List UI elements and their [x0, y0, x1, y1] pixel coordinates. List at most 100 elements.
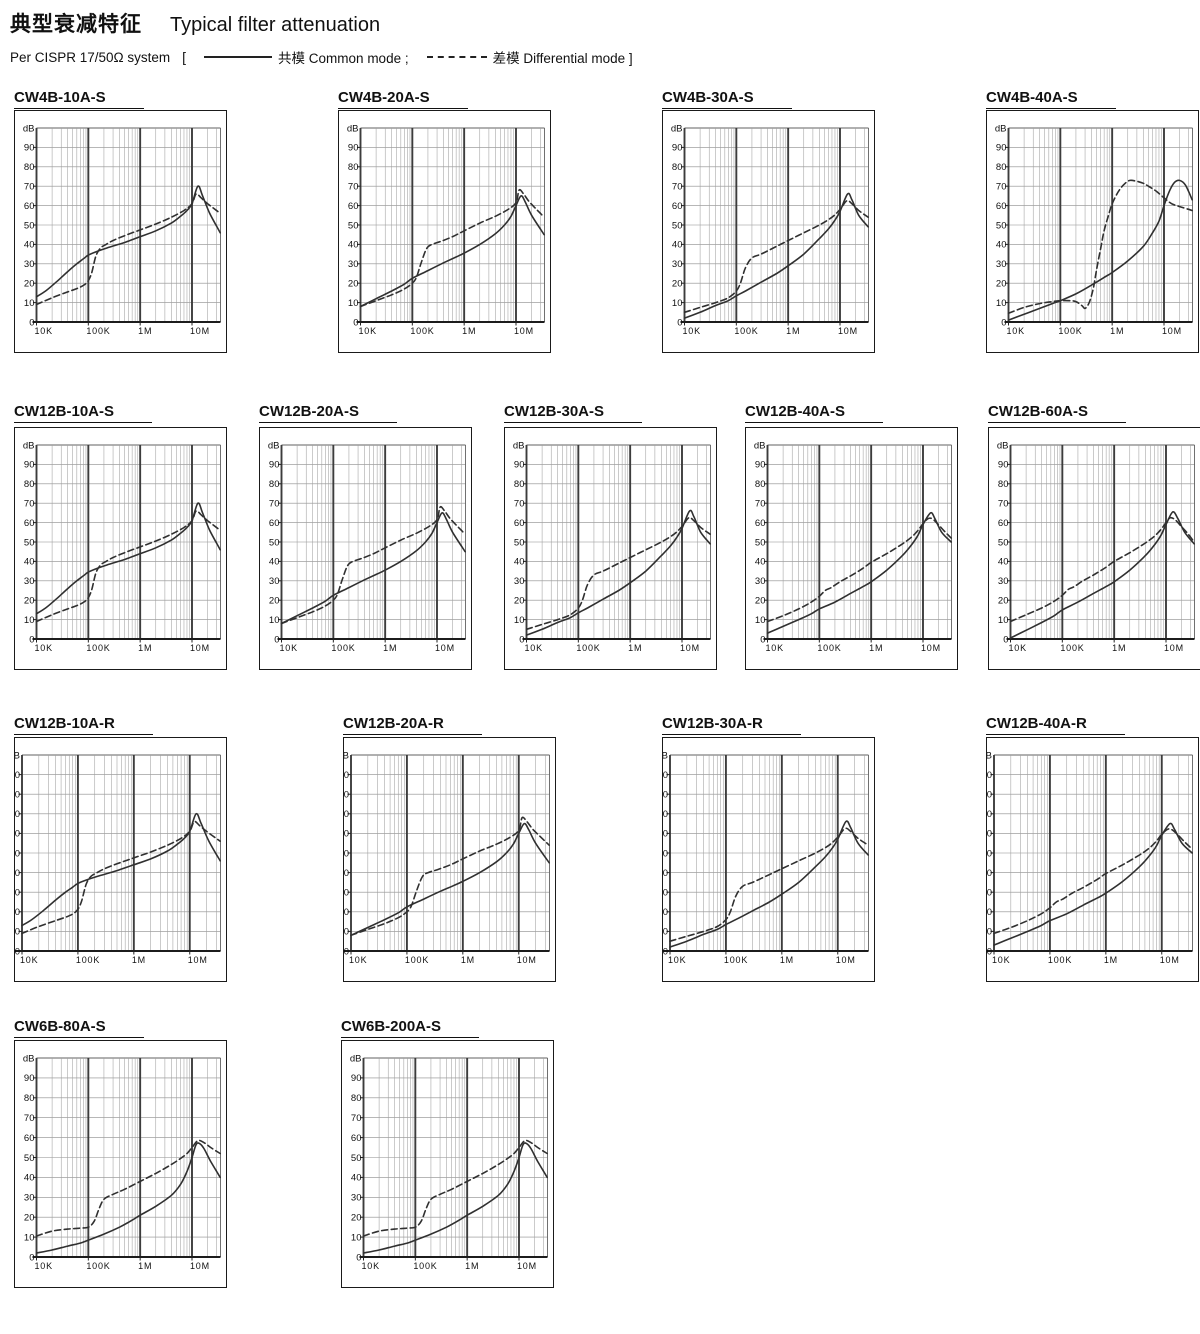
x-axis-tick-label: 100K [410, 326, 434, 336]
y-axis-tick-label: 40 [344, 868, 349, 879]
x-axis-tick-label: 100K [1048, 955, 1072, 965]
y-axis-tick-label: 90 [344, 770, 349, 781]
differential-mode-curve [35, 1139, 221, 1237]
x-axis-tick-label: 100K [413, 1261, 437, 1271]
y-axis-tick-label: 50 [269, 537, 280, 548]
legend-bracket-open: [ [182, 49, 187, 65]
y-axis-tick-label: 50 [15, 848, 20, 859]
attenuation-plot: 90 80 70 60 50 40 30 20 10 0 dB 10K 100K 1M 10M [23, 441, 221, 653]
differential-mode-curve [280, 505, 466, 625]
y-axis-tick-label: 40 [15, 868, 20, 879]
chart-box: 90 80 70 60 50 40 30 20 10 0 dB 10K 100K 1M 10M [988, 427, 1200, 670]
x-axis-tick-label: 100K [86, 326, 110, 336]
y-axis-tick-label: 60 [996, 201, 1007, 212]
y-axis-tick-label: 50 [987, 848, 992, 859]
y-axis-tick-label: 50 [24, 537, 35, 548]
y-axis-tick-label: 50 [996, 220, 1007, 231]
x-axis-tick-label: 10M [514, 326, 534, 336]
chart-box: 90 80 70 60 50 40 30 20 10 0 dB 10K 100K 1M 10M [662, 110, 875, 353]
x-axis-tick-label: 10K [349, 955, 367, 965]
y-axis-tick-label: 70 [24, 499, 35, 510]
attenuation-plot: 90 80 70 60 50 40 30 20 10 0 dB 10K 100K 1M 10M [997, 441, 1195, 653]
y-axis-tick-label: 0 [15, 946, 20, 957]
attenuation-plot: 90 80 70 60 50 40 30 20 10 0 dB 10K 100K 1M 10M [268, 441, 466, 653]
chart-title: CW12B-30A-S [504, 402, 643, 423]
y-axis-tick-label: 40 [348, 240, 359, 251]
y-axis-unit-label: dB [344, 751, 349, 762]
y-axis-tick-label: 80 [987, 790, 992, 801]
x-axis-tick-label: 1M [869, 643, 883, 653]
differential-mode-curve [35, 193, 221, 306]
y-axis-unit-label: dB [513, 441, 525, 452]
dashed-line-sample [426, 56, 487, 58]
y-axis-tick-label: 80 [514, 479, 525, 490]
y-axis-tick-label: 70 [348, 182, 359, 193]
y-axis-tick-label: 30 [344, 888, 349, 899]
chart-box: 90 80 70 60 50 40 30 20 10 0 dB 10K 100K 1M 10M [986, 110, 1199, 353]
x-axis-tick-label: 10M [680, 643, 700, 653]
y-axis-tick-label: 20 [998, 596, 1009, 607]
attenuation-plot: 90 80 70 60 50 40 30 20 10 0 dB 10K 100K 1M 10M [344, 751, 550, 965]
y-axis-tick-label: 70 [672, 182, 683, 193]
y-axis-tick-label: 10 [755, 615, 766, 626]
y-axis-unit-label: dB [995, 124, 1007, 135]
y-axis-tick-label: 60 [269, 518, 280, 529]
y-axis-unit-label: dB [23, 1054, 35, 1065]
y-axis-tick-label: 80 [672, 162, 683, 173]
y-axis-tick-label: 80 [755, 479, 766, 490]
y-axis-tick-label: 20 [24, 279, 35, 290]
y-axis-unit-label: dB [671, 124, 683, 135]
y-axis-tick-label: 60 [24, 518, 35, 529]
chart-title: CW4B-20A-S [338, 88, 468, 109]
attenuation-plot: 90 80 70 60 50 40 30 20 10 0 dB 10K 100K 1M 10M [15, 751, 221, 965]
y-axis-unit-label: dB [15, 751, 20, 762]
x-axis-tick-label: 100K [734, 326, 758, 336]
chart-title: CW12B-40A-R [986, 714, 1125, 735]
chart-box: 90 80 70 60 50 40 30 20 10 0 dB 10K 100K 1M 10M [259, 427, 472, 670]
x-axis-tick-label: 1M [1104, 955, 1118, 965]
x-axis-tick-label: 100K [1058, 326, 1082, 336]
y-axis-tick-label: 30 [987, 888, 992, 899]
y-axis-tick-label: 70 [755, 499, 766, 510]
chart-title: CW4B-10A-S [14, 88, 144, 109]
attenuation-plot: 90 80 70 60 50 40 30 20 10 0 dB 10K 100K 1M 10M [347, 124, 545, 336]
x-axis-tick-label: 10M [1164, 643, 1184, 653]
y-axis-tick-label: 50 [672, 220, 683, 231]
y-axis-tick-label: 0 [353, 317, 358, 328]
x-axis-tick-label: 100K [576, 643, 600, 653]
y-axis-tick-label: 30 [24, 1193, 35, 1204]
x-axis-tick-label: 1M [138, 326, 152, 336]
y-axis-tick-label: 90 [351, 1073, 362, 1084]
y-axis-tick-label: 90 [514, 460, 525, 471]
common-mode-curve [1009, 511, 1195, 639]
y-axis-tick-label: 60 [344, 829, 349, 840]
y-axis-tick-label: 20 [996, 279, 1007, 290]
common-mode-curve [766, 511, 952, 634]
y-axis-unit-label: dB [663, 751, 668, 762]
x-axis-tick-label: 10K [1009, 643, 1027, 653]
y-axis-tick-label: 60 [998, 518, 1009, 529]
y-axis-tick-label: 80 [663, 790, 668, 801]
y-axis-tick-label: 20 [351, 1213, 362, 1224]
common-mode-curve [683, 192, 869, 319]
y-axis-tick-label: 20 [755, 596, 766, 607]
x-axis-tick-label: 10K [35, 643, 53, 653]
y-axis-tick-label: 0 [344, 946, 349, 957]
chart-title: CW6B-200A-S [341, 1017, 480, 1038]
y-axis-tick-label: 70 [998, 499, 1009, 510]
x-axis-tick-label: 10K [35, 326, 53, 336]
y-axis-tick-label: 90 [663, 770, 668, 781]
common-mode-curve [35, 1142, 221, 1254]
y-axis-tick-label: 40 [351, 1173, 362, 1184]
y-axis-tick-label: 0 [663, 946, 668, 957]
x-axis-tick-label: 10K [683, 326, 701, 336]
y-axis-tick-label: 20 [672, 279, 683, 290]
x-axis-tick-label: 10M [190, 1261, 210, 1271]
x-axis-tick-label: 10M [921, 643, 941, 653]
chart-box: 90 80 70 60 50 40 30 20 10 0 dB 10K 100K 1M 10M [14, 737, 227, 982]
y-axis-tick-label: 40 [663, 868, 668, 879]
x-axis-tick-label: 10K [1007, 326, 1025, 336]
common-mode-curve [1007, 179, 1193, 321]
differential-mode-curve [993, 828, 1193, 935]
y-axis-tick-label: 80 [348, 162, 359, 173]
